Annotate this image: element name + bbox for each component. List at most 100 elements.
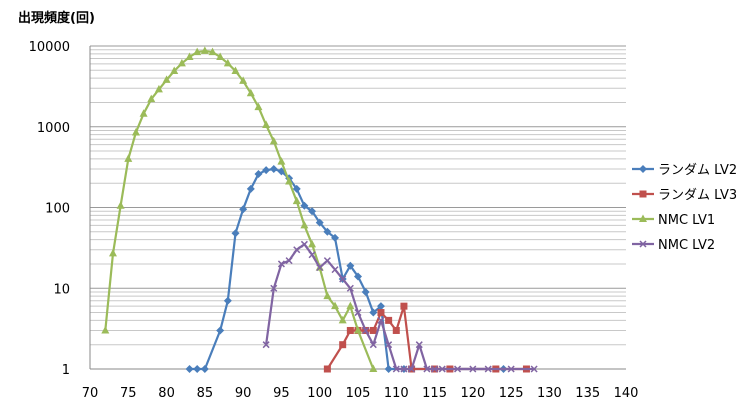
- data-point: [262, 166, 271, 175]
- data-point: [385, 341, 393, 349]
- x-tick-label: 140: [614, 386, 639, 401]
- data-point: [200, 46, 209, 54]
- data-point: [469, 365, 477, 373]
- data-point: [269, 136, 278, 145]
- data-point: [346, 301, 355, 310]
- data-point: [254, 169, 263, 178]
- y-tick-label: 1000: [37, 121, 70, 136]
- x-tick-label: 100: [307, 386, 332, 401]
- legend-entry-1: ランダム LV2: [632, 163, 737, 178]
- series-line: [104, 49, 375, 370]
- data-point: [346, 261, 355, 270]
- data-point: [400, 365, 408, 373]
- legend: ランダム LV2 ランダム LV3 NMC LV1 NMC LV2: [632, 163, 737, 253]
- x-tick-label: 125: [499, 386, 524, 401]
- data-point: [384, 365, 393, 373]
- y-tick-label: 10000: [29, 40, 70, 55]
- data-point: [162, 75, 171, 83]
- data-point: [147, 94, 156, 103]
- data-point: [423, 365, 431, 373]
- data-point: [231, 66, 240, 75]
- data-point: [316, 264, 324, 272]
- data-point: [392, 326, 400, 334]
- data-point: [223, 296, 232, 305]
- data-point: [369, 364, 378, 372]
- data-point: [331, 301, 340, 310]
- gridlines: [89, 45, 626, 370]
- data-point: [315, 218, 324, 227]
- series-line: [189, 167, 504, 371]
- data-point: [269, 164, 278, 173]
- series-4: [262, 240, 538, 373]
- data-point: [277, 260, 285, 268]
- data-point: [346, 326, 354, 334]
- x-tick-label: 115: [422, 386, 447, 401]
- data-point: [385, 316, 393, 324]
- series-1: [185, 164, 508, 373]
- x-tick-label: 85: [197, 386, 214, 401]
- data-point: [185, 365, 194, 373]
- x-tick-label: 110: [384, 386, 409, 401]
- data-point: [270, 284, 278, 292]
- data-point: [292, 184, 301, 193]
- data-point: [308, 207, 317, 216]
- data-point: [639, 240, 647, 248]
- data-point: [377, 309, 385, 317]
- data-point: [216, 52, 225, 61]
- x-tick-label: 80: [158, 386, 175, 401]
- data-point: [323, 257, 331, 265]
- legend-entry-3: NMC LV1: [632, 213, 715, 228]
- data-point: [331, 266, 339, 274]
- data-point: [193, 47, 202, 56]
- data-point: [639, 190, 647, 198]
- data-point: [124, 154, 133, 162]
- data-point: [530, 365, 538, 373]
- data-point: [339, 341, 347, 349]
- data-point: [231, 229, 240, 238]
- x-tick-label: 130: [537, 386, 562, 401]
- data-point: [415, 341, 423, 349]
- plot-area: [101, 46, 538, 373]
- data-point: [507, 365, 515, 373]
- data-point: [346, 284, 354, 292]
- data-point: [639, 165, 647, 173]
- data-point: [285, 176, 294, 185]
- data-point: [300, 240, 308, 248]
- x-tick-label: 135: [575, 386, 600, 401]
- y-tick-label: 100: [45, 202, 70, 217]
- series-2: [323, 302, 530, 373]
- data-point: [300, 201, 309, 210]
- data-point: [484, 365, 492, 373]
- data-point: [170, 66, 179, 75]
- series-line: [326, 305, 527, 371]
- data-point: [285, 257, 293, 265]
- data-point: [108, 248, 117, 257]
- data-point: [454, 365, 462, 373]
- data-point: [177, 58, 186, 67]
- data-point: [354, 272, 362, 281]
- y-tick-label: 1: [62, 363, 70, 378]
- legend-label: ランダム LV3: [658, 188, 737, 203]
- data-point: [369, 341, 377, 349]
- x-tick-label: 75: [120, 386, 137, 401]
- legend-entry-4: NMC LV2: [632, 238, 715, 253]
- y-axis-title: 出現頻度(回): [18, 10, 95, 26]
- data-point: [376, 302, 385, 311]
- data-point: [293, 246, 301, 254]
- x-tick-label: 105: [346, 386, 371, 401]
- data-point: [323, 227, 332, 236]
- data-point: [223, 58, 232, 67]
- series-3: [101, 46, 378, 372]
- data-point: [216, 326, 225, 335]
- x-tick-labels: 70 75 80 85 90 95 100 105 110 115 120 125 130 135 140: [82, 386, 639, 401]
- x-tick-label: 95: [273, 386, 290, 401]
- data-point: [292, 196, 301, 205]
- data-point: [339, 275, 347, 283]
- legend-label: ランダム LV2: [658, 163, 737, 178]
- data-point: [377, 316, 385, 324]
- data-point: [154, 84, 163, 93]
- legend-entry-2: ランダム LV3: [632, 188, 737, 203]
- data-point: [239, 205, 248, 214]
- data-point: [239, 76, 248, 84]
